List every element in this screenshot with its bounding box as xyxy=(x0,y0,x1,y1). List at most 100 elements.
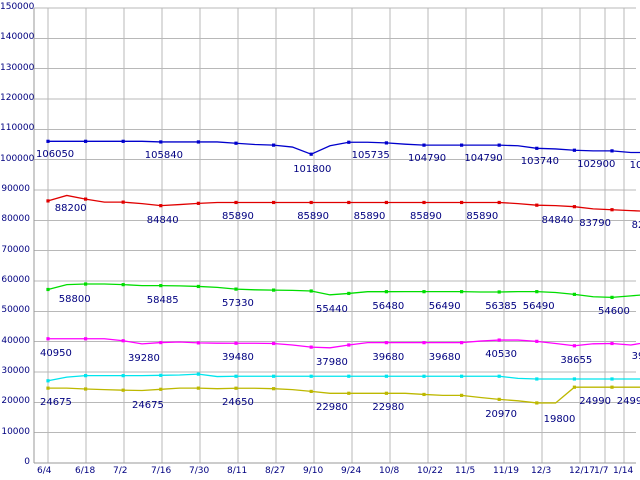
series-marker-series-magenta xyxy=(234,341,238,345)
series-marker-series-blue xyxy=(84,139,88,143)
series-marker-series-cyan xyxy=(272,374,276,378)
data-point-label: 105840 xyxy=(144,149,183,161)
series-marker-series-magenta xyxy=(159,340,163,345)
series-marker-series-blue xyxy=(422,143,426,147)
series-marker-series-blue xyxy=(159,140,163,144)
series-marker-series-red xyxy=(234,200,238,205)
series-marker-series-red xyxy=(347,200,351,205)
data-point-label: 101800 xyxy=(293,164,332,176)
x-axis-tick-label: 9/24 xyxy=(341,466,362,476)
series-marker-series-olive xyxy=(422,392,426,397)
series-marker-series-cyan xyxy=(535,377,539,381)
data-point-label: 57330 xyxy=(222,298,254,310)
series-marker-series-cyan xyxy=(309,374,313,378)
y-axis-tick-label: 90000 xyxy=(1,184,30,194)
series-marker-series-green xyxy=(46,287,50,292)
series-marker-series-blue xyxy=(535,146,539,150)
data-point-label: 85890 xyxy=(353,211,386,223)
series-line-series-green xyxy=(47,283,640,299)
data-point-label: 102900 xyxy=(577,158,616,170)
series-marker-series-magenta xyxy=(46,337,50,341)
series-marker-series-green xyxy=(84,282,88,286)
y-axis-tick-label: 70000 xyxy=(1,244,30,255)
series-marker-series-red xyxy=(46,199,50,203)
data-point-label: 58800 xyxy=(58,293,91,305)
series-marker-series-olive xyxy=(572,385,576,389)
x-axis-tick-label: 12/17 xyxy=(569,466,595,476)
series-marker-series-olive xyxy=(535,401,539,405)
data-point-label: 19800 xyxy=(543,413,576,425)
y-axis-tick-label: 30000 xyxy=(1,366,30,376)
x-axis-tick-label: 6/4 xyxy=(37,466,52,476)
series-marker-series-olive xyxy=(84,387,88,391)
series-marker-series-green xyxy=(460,290,464,294)
data-point-label: 39900 xyxy=(631,350,640,362)
data-point-label: 83790 xyxy=(579,217,611,229)
y-axis-tick-label: 40000 xyxy=(1,335,30,346)
series-marker-series-magenta xyxy=(610,341,614,346)
data-point-label: 56490 xyxy=(522,300,555,312)
data-point-label: 106050 xyxy=(36,149,75,161)
y-axis-tick-label: 10000 xyxy=(1,426,30,437)
series-marker-series-blue xyxy=(196,140,200,144)
x-axis-tick-label: 9/10 xyxy=(303,466,324,476)
series-line-series-blue xyxy=(48,140,640,155)
x-axis-tick-label: 7/16 xyxy=(151,466,172,476)
x-axis-tick-label: 1/14 xyxy=(613,466,634,476)
series-marker-series-blue xyxy=(46,139,50,143)
y-axis-tick-label: 0 xyxy=(24,457,30,467)
data-point-label: 24990 xyxy=(579,396,611,408)
series-marker-series-magenta xyxy=(384,341,388,345)
series-marker-series-green xyxy=(347,291,351,296)
data-point-label: 54600 xyxy=(598,306,630,318)
series-marker-series-olive xyxy=(234,386,238,390)
series-marker-series-cyan xyxy=(121,374,125,378)
x-axis-tick-label: 11/19 xyxy=(493,466,519,476)
series-marker-series-green xyxy=(610,295,614,299)
series-marker-series-olive xyxy=(347,391,351,395)
series-marker-series-blue xyxy=(347,140,351,144)
series-marker-series-cyan xyxy=(196,372,200,376)
series-marker-series-cyan xyxy=(460,374,464,378)
series-marker-series-green xyxy=(497,290,501,294)
series-marker-series-green xyxy=(159,284,163,288)
series-marker-series-blue xyxy=(610,149,614,153)
y-axis-tick-label: 120000 xyxy=(0,93,35,103)
x-axis-tick-label: 11/5 xyxy=(455,466,476,476)
data-point-label: 85890 xyxy=(222,211,254,223)
series-marker-series-magenta xyxy=(535,339,539,343)
series-marker-series-magenta xyxy=(196,341,200,345)
series-marker-series-blue xyxy=(460,143,464,147)
data-point-label: 39680 xyxy=(428,351,461,363)
series-marker-series-red xyxy=(309,200,313,205)
series-marker-series-red xyxy=(121,200,125,204)
series-marker-series-red xyxy=(610,208,614,212)
series-marker-series-magenta xyxy=(422,341,426,345)
series-marker-series-green xyxy=(535,290,539,294)
series-marker-series-blue xyxy=(384,141,388,145)
series-marker-series-cyan xyxy=(572,377,576,381)
data-point-label: 24675 xyxy=(132,399,164,411)
data-point-label: 84840 xyxy=(146,214,179,226)
data-point-label: 40950 xyxy=(40,347,72,359)
data-point-label: 55440 xyxy=(316,303,348,315)
data-point-label: 56385 xyxy=(485,300,517,312)
series-marker-series-red xyxy=(572,205,576,209)
data-point-label: 20970 xyxy=(485,409,517,421)
series-marker-series-blue xyxy=(272,143,276,147)
series-marker-series-blue xyxy=(309,152,313,156)
data-point-label: 85890 xyxy=(297,211,329,223)
data-point-label: 105735 xyxy=(351,150,390,162)
data-point-label: 39680 xyxy=(372,351,405,363)
x-axis-tick-label: 7/30 xyxy=(189,466,210,476)
series-marker-series-olive xyxy=(196,386,200,390)
data-point-label: 88200 xyxy=(54,203,87,215)
data-point-label: 102375 xyxy=(629,160,640,172)
series-marker-series-red xyxy=(460,200,464,205)
data-point-label: 24990 xyxy=(616,396,640,408)
y-axis-tick-label: 20000 xyxy=(1,396,30,407)
series-marker-series-magenta xyxy=(460,341,464,345)
series-marker-series-red xyxy=(497,200,501,205)
